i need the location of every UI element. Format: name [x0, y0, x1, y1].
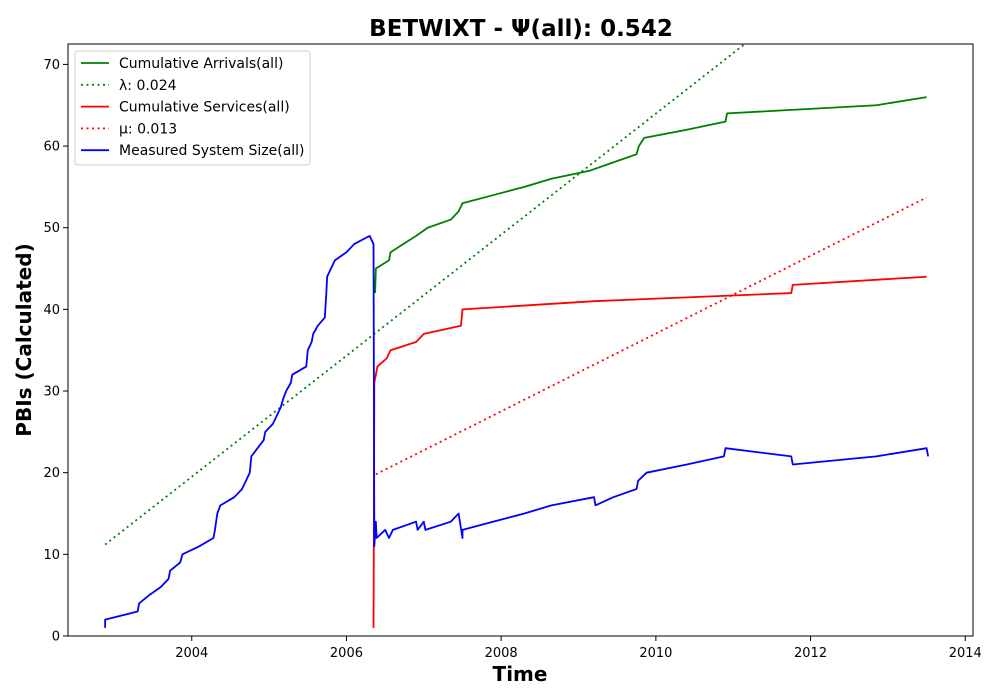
legend-label-3: μ: 0.013 — [119, 121, 177, 137]
y-axis: 0 10 20 30 40 50 60 70 — [43, 58, 68, 645]
chart-title: BETWIXT - Ψ(all): 0.542 — [369, 16, 673, 42]
legend: Cumulative Arrivals(all) λ: 0.024 Cumulati… — [74, 50, 311, 166]
x-tick-label: 2004 — [175, 646, 208, 661]
x-tick-label: 2008 — [485, 646, 518, 661]
series-line-3 — [375, 196, 927, 476]
x-axis-label: Time — [493, 662, 548, 686]
legend-label-0: Cumulative Arrivals(all) — [119, 56, 283, 72]
y-tick-label: 50 — [43, 221, 60, 236]
y-tick-label: 60 — [43, 140, 60, 155]
x-tick-label: 2014 — [949, 646, 982, 661]
legend-label-1: λ: 0.024 — [119, 78, 177, 94]
series-line-4 — [104, 234, 930, 628]
series-line-2 — [372, 275, 927, 628]
y-tick-label: 30 — [43, 385, 60, 400]
y-tick-label: 70 — [43, 58, 60, 73]
series-line-0 — [374, 96, 927, 294]
series-line-1 — [104, 44, 746, 546]
legend-box — [74, 50, 311, 166]
x-tick-label: 2010 — [639, 646, 672, 661]
y-tick-label: 10 — [43, 548, 60, 563]
series-layer — [104, 44, 930, 628]
x-tick-label: 2012 — [794, 646, 827, 661]
y-tick-label: 0 — [52, 630, 60, 645]
legend-label-4: Measured System Size(all) — [119, 143, 305, 159]
y-tick-label: 40 — [43, 303, 60, 318]
y-tick-label: 20 — [43, 466, 60, 481]
plot-frame — [67, 43, 974, 637]
x-tick-label: 2006 — [330, 646, 363, 661]
x-axis: 2004 2006 2008 2010 2012 2014 — [175, 636, 982, 661]
legend-label-2: Cumulative Services(all) — [119, 100, 290, 116]
y-axis-label: PBIs (Calculated) — [12, 243, 36, 436]
